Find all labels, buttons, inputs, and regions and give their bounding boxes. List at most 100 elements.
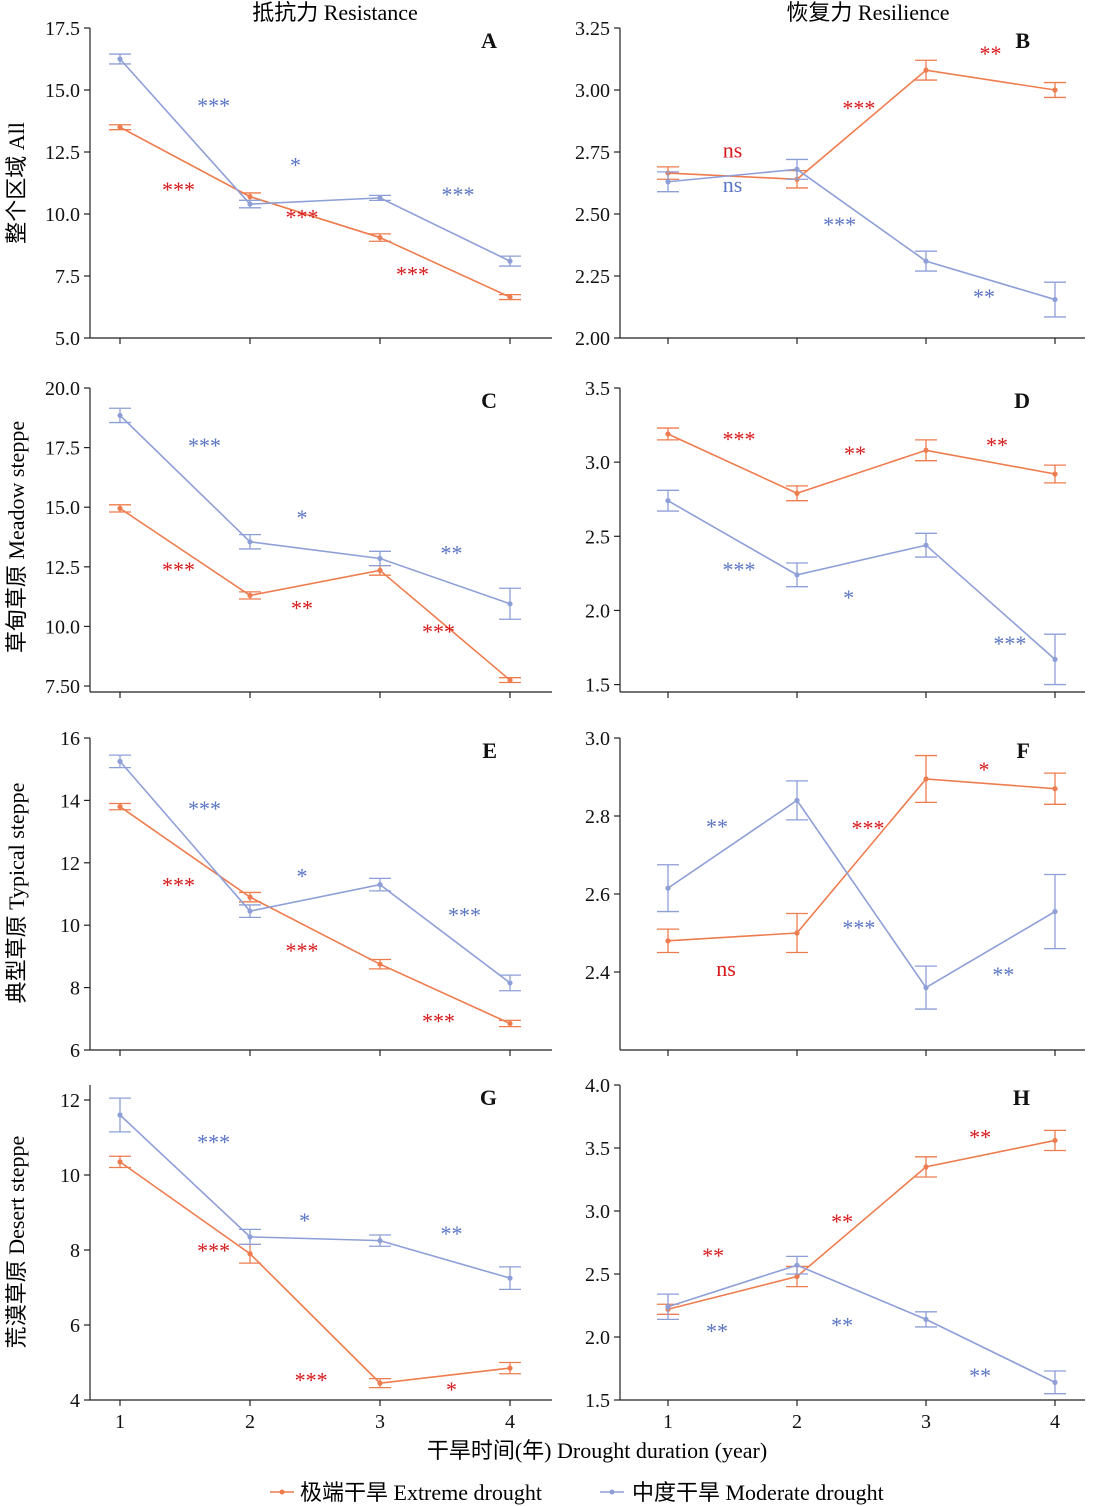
significance-label-f-2: * — [979, 757, 990, 782]
legend-marker-extreme — [279, 1489, 285, 1495]
y-tick-label-h-4: 3.5 — [585, 1138, 610, 1160]
significance-label-c-3: *** — [188, 433, 221, 458]
series-line-moderate-d — [667, 500, 1056, 660]
series-line-moderate-h — [667, 1264, 1056, 1384]
significance-label-b-2: *** — [842, 95, 875, 120]
data-point-moderate-f-2 — [923, 985, 929, 991]
data-point-extreme-a-1 — [247, 194, 253, 200]
data-point-extreme-e-1 — [247, 894, 253, 900]
data-point-extreme-g-2 — [377, 1380, 383, 1386]
data-point-moderate-h-2 — [923, 1316, 929, 1322]
y-tick-label-a-1: 7.5 — [55, 266, 80, 288]
data-point-moderate-f-1 — [794, 797, 800, 804]
significance-label-c-4: * — [297, 505, 308, 530]
data-point-extreme-a-3 — [507, 294, 513, 300]
y-tick-label-f-4: 3.0 — [585, 728, 610, 750]
y-tick-label-c-3: 15.0 — [45, 497, 80, 519]
y-tick-label-a-2: 10.0 — [45, 204, 80, 226]
legend: 极端干旱 Extreme drought 中度干旱 Moderate droug… — [270, 1480, 884, 1505]
data-point-moderate-c-1 — [247, 539, 253, 545]
legend-item-moderate: 中度干旱 Moderate drought — [600, 1480, 884, 1505]
data-point-extreme-g-3 — [507, 1365, 513, 1371]
significance-label-d-2: ** — [986, 432, 1008, 457]
x-tick-label-h-2: 3 — [921, 1411, 931, 1433]
panel-letter-h: H — [1013, 1085, 1030, 1110]
y-tick-label-b-2: 2.50 — [575, 204, 610, 226]
row-title-all: 整个区域 All — [4, 122, 29, 244]
y-tick-label-b-4: 3.00 — [575, 80, 610, 102]
data-point-moderate-a-2 — [377, 195, 383, 201]
panel-d: 1.52.02.53.03.5 D***** ********* — [585, 378, 1085, 698]
data-point-extreme-a-2 — [377, 234, 383, 241]
legend-marker-moderate — [609, 1489, 615, 1495]
y-tick-label-e-1: 8 — [70, 978, 80, 1000]
y-tick-label-d-1: 2.0 — [585, 600, 610, 622]
data-point-moderate-c-3 — [507, 601, 513, 607]
y-tick-label-a-5: 17.5 — [45, 18, 80, 40]
y-tick-label-c-2: 12.5 — [45, 557, 80, 579]
data-point-extreme-d-2 — [923, 447, 929, 453]
data-point-moderate-c-0 — [117, 412, 123, 419]
y-tick-label-g-1: 6 — [70, 1315, 80, 1337]
significance-label-a-0: *** — [162, 177, 195, 202]
panels-group: 5.07.510.012.515.017.5 A****************2… — [45, 18, 1085, 1433]
data-point-moderate-e-0 — [117, 758, 123, 765]
significance-label-h-2: ** — [969, 1125, 991, 1150]
significance-label-b-4: *** — [823, 212, 856, 237]
data-point-extreme-e-3 — [507, 1020, 513, 1027]
series-line-extreme-f — [667, 778, 1056, 942]
significance-label-b-0: ns — [723, 138, 743, 163]
y-tick-label-a-3: 12.5 — [45, 142, 80, 164]
row-title-desert-steppe: 荒漠草原 Desert steppe — [4, 1136, 29, 1349]
y-tick-label-d-4: 3.5 — [585, 378, 610, 400]
series-line-extreme-d — [667, 433, 1056, 495]
series-line-moderate-b — [667, 168, 1056, 301]
significance-label-a-3: *** — [197, 93, 230, 118]
x-tick-label-h-3: 4 — [1050, 1411, 1060, 1433]
y-tick-label-b-1: 2.25 — [575, 266, 610, 288]
data-point-extreme-h-1 — [794, 1273, 800, 1280]
data-point-extreme-h-3 — [1052, 1137, 1058, 1144]
significance-label-d-3: *** — [722, 557, 755, 582]
data-point-moderate-g-2 — [377, 1238, 383, 1244]
significance-label-d-5: *** — [993, 631, 1026, 656]
panel-letter-f: F — [1017, 738, 1030, 763]
y-tick-label-b-0: 2.00 — [575, 328, 610, 350]
significance-label-e-0: *** — [162, 873, 195, 898]
x-tick-label-h-1: 2 — [792, 1411, 802, 1433]
data-point-extreme-d-0 — [665, 431, 671, 437]
data-point-extreme-c-2 — [377, 567, 383, 574]
significance-label-d-4: * — [843, 585, 854, 610]
y-tick-label-d-3: 3.0 — [585, 452, 610, 474]
y-tick-label-b-5: 3.25 — [575, 18, 610, 40]
data-point-extreme-h-2 — [923, 1164, 929, 1170]
y-tick-label-e-2: 10 — [60, 915, 80, 937]
significance-label-g-1: *** — [295, 1367, 328, 1392]
significance-label-b-1: ** — [980, 41, 1002, 66]
data-point-extreme-c-1 — [247, 592, 253, 599]
series-line-extreme-h — [667, 1139, 1056, 1311]
data-point-extreme-f-2 — [923, 776, 929, 782]
y-tick-label-c-5: 20.0 — [45, 378, 80, 400]
y-tick-label-h-5: 4.0 — [585, 1075, 610, 1097]
y-tick-label-c-0: 7.50 — [45, 676, 80, 698]
data-point-moderate-a-1 — [247, 201, 253, 207]
x-tick-label-g-1: 2 — [245, 1411, 255, 1433]
y-tick-label-g-2: 8 — [70, 1240, 80, 1262]
data-point-moderate-d-0 — [665, 498, 671, 504]
significance-label-e-3: *** — [188, 796, 221, 821]
y-tick-label-a-0: 5.0 — [55, 328, 80, 350]
data-point-extreme-e-0 — [117, 804, 123, 810]
significance-label-g-0: *** — [197, 1238, 230, 1263]
significance-label-a-5: *** — [442, 182, 475, 207]
significance-label-e-2: *** — [422, 1008, 455, 1033]
data-point-extreme-d-1 — [794, 490, 800, 496]
data-point-moderate-e-2 — [377, 882, 383, 888]
y-tick-label-d-2: 2.5 — [585, 526, 610, 548]
series-line-moderate-g — [119, 1114, 511, 1279]
data-point-moderate-a-0 — [117, 56, 123, 62]
data-point-moderate-f-3 — [1052, 908, 1058, 915]
y-tick-label-h-3: 3.0 — [585, 1201, 610, 1223]
